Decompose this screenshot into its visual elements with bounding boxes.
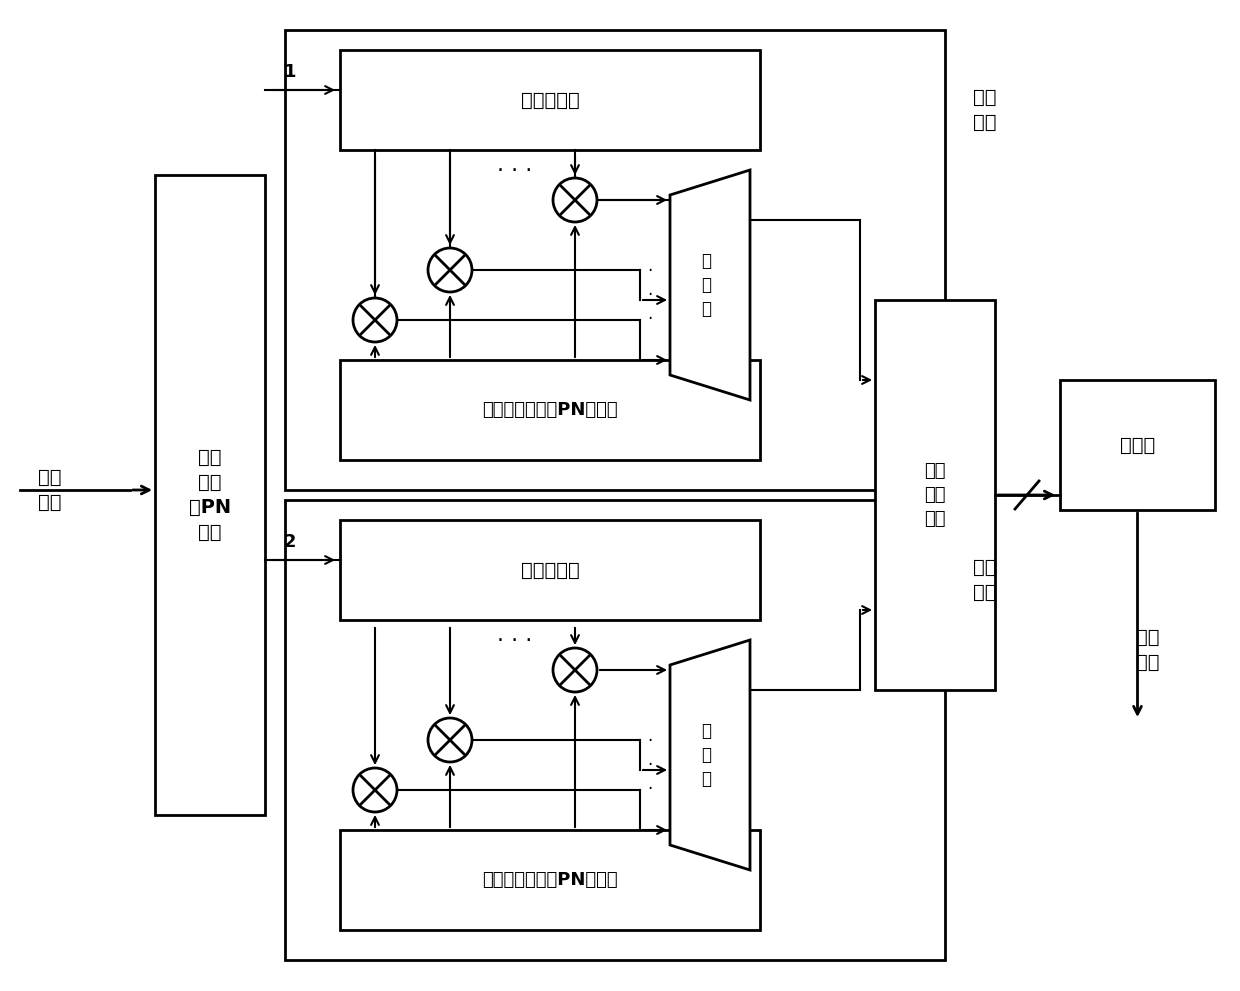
Text: 分离
数据: 分离 数据: [38, 468, 62, 512]
Text: . . .: . . .: [497, 625, 533, 645]
Circle shape: [353, 298, 397, 342]
Circle shape: [553, 648, 596, 692]
Circle shape: [428, 718, 472, 762]
Text: 第一
窗口: 第一 窗口: [973, 88, 997, 132]
Polygon shape: [670, 640, 750, 870]
Bar: [285, 500, 945, 960]
Text: 1: 1: [284, 63, 296, 81]
Bar: [340, 520, 760, 620]
Text: 第二
窗口: 第二 窗口: [973, 558, 997, 602]
Bar: [340, 830, 760, 930]
Text: .
.
.: . . .: [647, 258, 652, 323]
Text: 累
加
器: 累 加 器: [701, 722, 711, 788]
Text: 移位寄存器: 移位寄存器: [521, 90, 579, 109]
Bar: [340, 50, 760, 150]
Circle shape: [553, 178, 596, 222]
Circle shape: [428, 248, 472, 292]
Text: 2: 2: [284, 533, 296, 551]
Text: 比较器: 比较器: [1120, 435, 1156, 455]
Text: 存储器（原循环PN序列）: 存储器（原循环PN序列）: [482, 401, 618, 419]
Circle shape: [353, 768, 397, 812]
Text: . . .: . . .: [497, 155, 533, 175]
Text: 最大
値检
测器: 最大 値检 测器: [924, 463, 946, 527]
Bar: [1060, 380, 1215, 510]
Text: .
.
.: . . .: [647, 727, 652, 793]
Polygon shape: [670, 170, 750, 400]
Bar: [155, 175, 265, 815]
Bar: [340, 360, 760, 460]
Text: 存储器（原循环PN序列）: 存储器（原循环PN序列）: [482, 871, 618, 889]
Text: 定时
同步: 定时 同步: [1136, 628, 1159, 672]
Bar: [285, 30, 945, 490]
Text: 移位寄存器: 移位寄存器: [521, 561, 579, 580]
Bar: [875, 300, 994, 690]
Text: 嵌套
性循
环PN
序列: 嵌套 性循 环PN 序列: [188, 448, 231, 542]
Text: 累
加
器: 累 加 器: [701, 253, 711, 317]
